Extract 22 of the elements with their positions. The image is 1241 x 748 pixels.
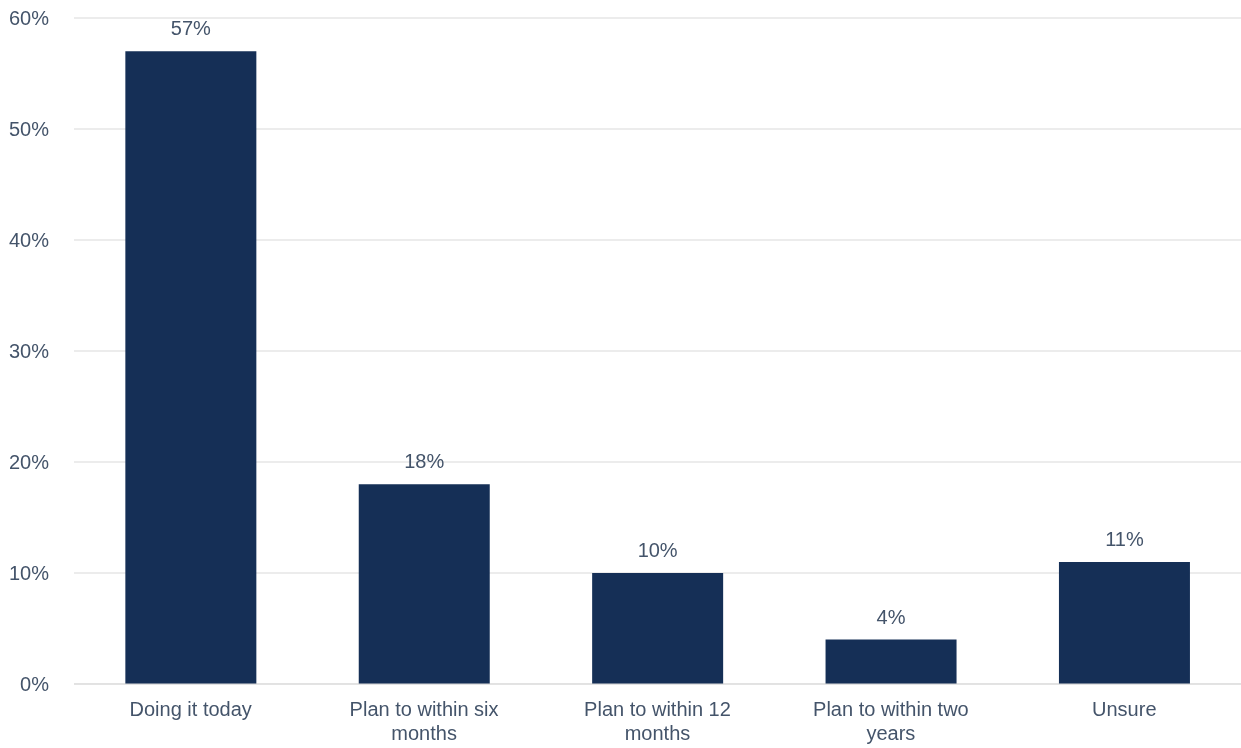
bar — [1058, 561, 1190, 684]
y-tick-label: 30% — [8, 340, 50, 363]
bar — [825, 639, 957, 684]
x-tick-label: Doing it today — [129, 698, 252, 720]
x-tick-label: Plan to within six months — [349, 698, 499, 744]
y-tick-label: 50% — [8, 118, 50, 141]
data-label: 11% — [1105, 527, 1144, 550]
y-tick-label: 20% — [8, 451, 50, 474]
x-tick-label: Unsure — [1092, 698, 1157, 720]
bar — [125, 51, 257, 684]
data-label: 10% — [637, 539, 678, 561]
y-tick-label: 60% — [8, 7, 50, 30]
data-label: 4% — [876, 605, 906, 628]
bar — [592, 573, 724, 684]
y-tick-label: 40% — [8, 229, 50, 252]
bar — [358, 484, 490, 684]
data-label: 57% — [170, 17, 212, 40]
data-label: 18% — [404, 450, 445, 473]
y-tick-label: 0% — [20, 673, 50, 696]
x-tick-label: Plan to within two years — [813, 698, 969, 744]
x-tick-label: Plan to within 12 months — [584, 698, 731, 744]
y-tick-label: 10% — [8, 562, 50, 585]
